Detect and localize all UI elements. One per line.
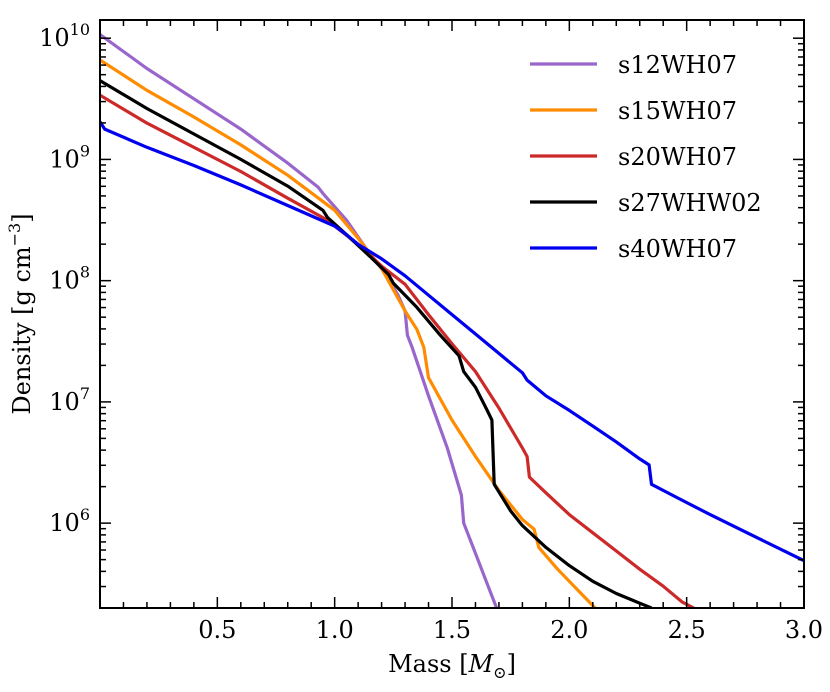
y-axis-label: Density [g cm−3] [5,213,36,414]
y-tick-label: 109 [49,141,90,173]
legend-label-s15WH07: s15WH07 [618,97,737,125]
x-tick-labels: 0.5 1.0 1.5 2.0 2.5 3.0 [198,616,823,644]
ticks-layer [100,20,804,609]
legend-label-s12WH07: s12WH07 [618,51,737,79]
x-tick-label: 3.0 [785,616,823,644]
series-line-s40WH07 [100,120,804,563]
legend-label-s20WH07: s20WH07 [618,143,737,171]
y-tick-labels: 106 107 108 109 1010 [39,20,90,537]
series-layer [100,33,804,608]
y-tick-label: 1010 [39,20,90,52]
x-tick-label: 1.5 [433,616,471,644]
x-axis-label: Mass [M⊙] [388,650,516,682]
y-tick-label: 106 [49,505,90,537]
legend: s12WH07 s15WH07 s20WH07 s27WHW02 s40WH07 [530,51,762,263]
y-tick-label: 108 [49,263,90,295]
series-line-s27WHW02 [100,79,653,608]
series-line-s12WH07 [100,33,499,608]
x-tick-label: 0.5 [198,616,236,644]
legend-label-s40WH07: s40WH07 [618,235,737,263]
x-tick-label: 1.0 [316,616,354,644]
y-tick-label: 107 [49,384,90,416]
series-line-s20WH07 [100,93,695,608]
x-tick-label: 2.0 [550,616,588,644]
x-tick-label: 2.5 [668,616,706,644]
legend-label-s27WHW02: s27WHW02 [618,189,762,217]
